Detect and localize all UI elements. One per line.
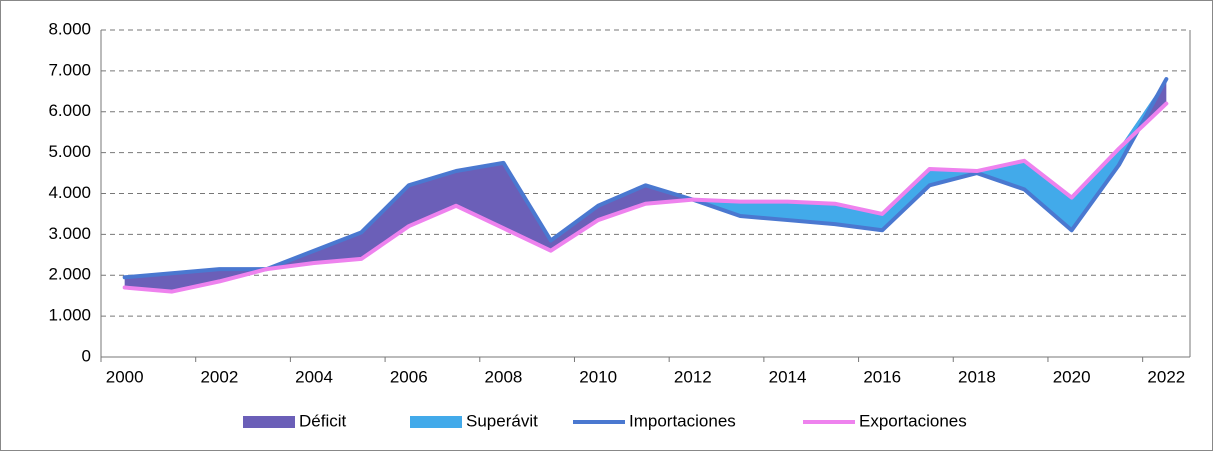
x-tick-label: 2016 [863,367,901,386]
legend-label: Exportaciones [859,411,967,430]
y-tick-label: 5.000 [48,142,91,161]
x-tick-label: 2002 [200,367,238,386]
legend-label: Déficit [299,411,347,430]
x-tick-label: 2008 [485,367,523,386]
legend-label: Superávit [466,411,538,430]
x-tick-label: 2010 [579,367,617,386]
y-tick-label: 8.000 [48,19,91,38]
x-tick-label: 2012 [674,367,712,386]
y-tick-label: 7.000 [48,60,91,79]
y-tick-label: 2.000 [48,265,91,284]
y-tick-label: 0 [82,346,91,365]
x-tick-label: 2000 [106,367,144,386]
legend-swatch [243,416,295,428]
x-tick-label: 2014 [769,367,807,386]
x-tick-label: 2004 [295,367,333,386]
x-tick-label: 2018 [958,367,996,386]
x-tick-label: 2022 [1147,367,1185,386]
y-tick-label: 6.000 [48,101,91,120]
x-tick-label: 2020 [1053,367,1091,386]
y-tick-label: 4.000 [48,183,91,202]
legend-label: Importaciones [629,411,736,430]
line [122,101,1169,294]
area [124,79,1167,292]
legend-swatch [410,416,462,428]
y-tick-label: 3.000 [48,224,91,243]
line [122,77,1169,280]
y-tick-label: 1.000 [48,306,91,325]
x-tick-label: 2006 [390,367,428,386]
